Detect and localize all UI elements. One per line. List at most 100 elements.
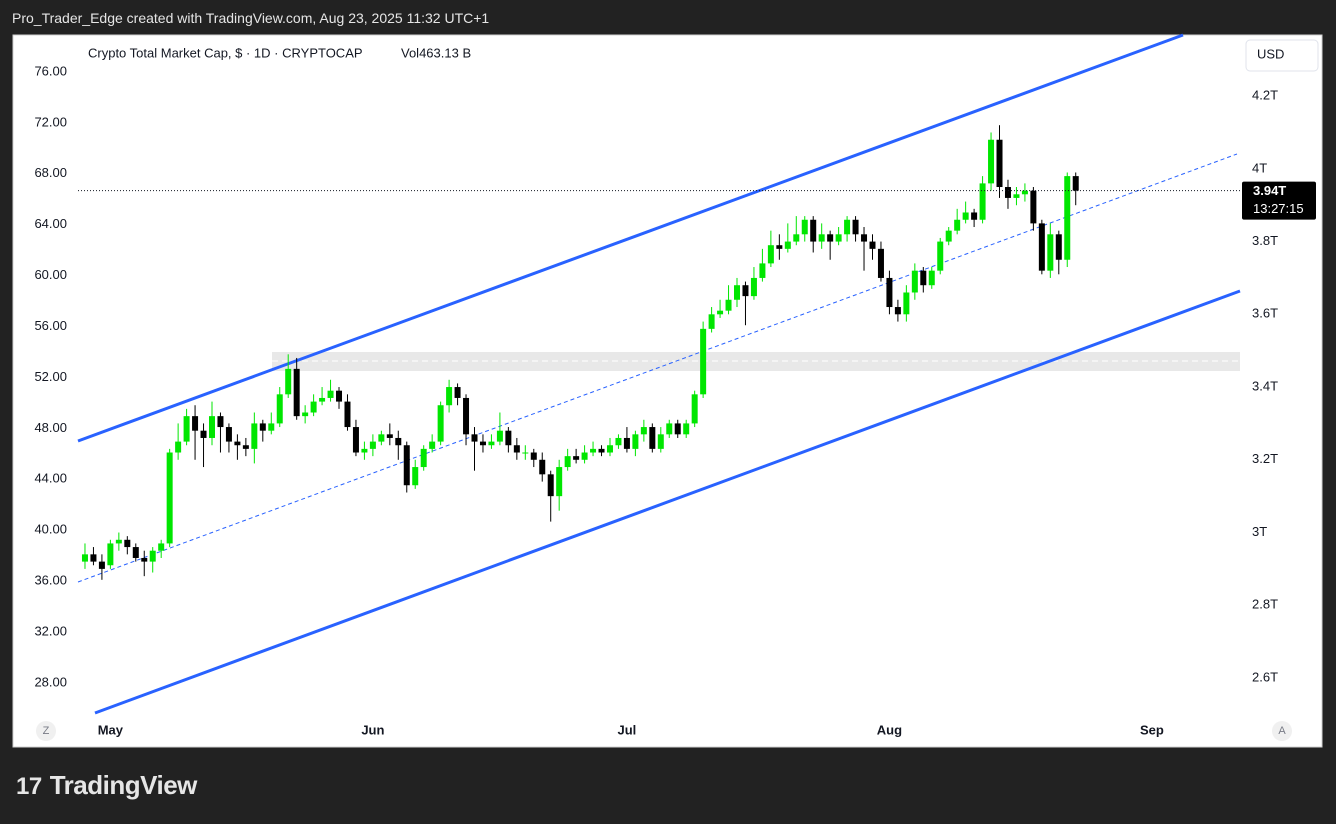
candle-body [598,448,605,453]
candle-body [285,368,292,395]
candle-body [192,416,199,431]
candle-body [988,139,995,184]
candle-body [911,270,918,293]
chart-panel [12,34,1323,748]
candle-body [1021,190,1028,195]
scale-button[interactable] [36,721,56,741]
candle-body [183,416,190,442]
candle-body [471,434,478,442]
x-tick-label: Jun [361,722,384,737]
candle-body [1030,190,1037,224]
candle-body [310,401,317,413]
candle-body [319,397,326,402]
candle-body [1064,176,1071,260]
candle-body [827,234,834,242]
candle-body [920,270,927,286]
y2-tick-label: 2.6T [1252,669,1278,684]
y-tick-label: 48.00 [34,420,67,435]
candle-body [276,394,283,424]
candle-body [336,390,343,402]
y-tick-label: 40.00 [34,522,67,537]
candle-body [352,427,359,453]
candle-body [107,543,114,566]
candle-body [996,139,1003,188]
currency-button[interactable] [1245,39,1319,72]
candle-body [81,554,88,562]
candle-body [683,423,690,435]
candle-body [242,445,249,449]
candle-body [750,277,757,297]
y2-tick-label: 4.2T [1252,88,1278,103]
candle-body [141,557,148,562]
last-price-box [1242,181,1316,220]
candle-body [1013,194,1020,198]
y-tick-label: 36.00 [34,573,67,588]
candle-body [217,416,224,428]
candle-body [852,219,859,235]
candle-body [962,212,969,220]
candle-body [835,234,842,242]
candle-body [488,441,495,446]
candle-body [1072,176,1079,191]
y2-tick-label: 3.4T [1252,378,1278,393]
candle-body [954,219,961,231]
brand: 17 TradingView [16,770,198,800]
last-price-label: 3.94T [1253,183,1286,198]
candle-body [691,394,698,424]
candle-body [395,437,402,446]
y-tick-label: 64.00 [34,216,67,231]
candle-body [208,416,215,438]
candle-body [479,441,486,446]
candle-body [522,452,529,454]
candle-body [234,441,241,446]
candle-body [1038,223,1045,271]
candle-body [666,423,673,435]
countdown: 13:27:15 [1253,201,1304,216]
candle-body [251,423,258,449]
header: Pro_Trader_Edge created with TradingView… [12,10,490,26]
candle-body [530,452,537,460]
candle-body [700,328,707,395]
candle-body [556,467,563,497]
candle-body [166,452,173,544]
candle-body [98,561,105,569]
scale-button[interactable] [1272,721,1292,741]
candle-body [971,212,978,220]
currency-label[interactable]: USD [1257,46,1284,61]
candle-body [420,448,427,468]
y-tick-label: 68.00 [34,165,67,180]
candle-body [810,219,817,242]
candle-body [259,423,266,431]
volume-label: Vol463.13 B [401,45,471,60]
scale-button-label[interactable]: Z [43,725,50,737]
x-tick-label: Aug [877,722,902,737]
candle-body [90,554,97,562]
y2-tick-label: 2.8T [1252,597,1278,612]
x-tick-label: May [98,722,124,737]
y-tick-label: 44.00 [34,471,67,486]
candle-body [615,437,622,446]
candle-body [734,285,741,300]
candle-body [877,248,884,278]
candle-body [776,245,783,249]
scale-button-label[interactable]: A [1278,725,1286,737]
candle-body [327,390,334,398]
candle-body [725,299,732,311]
candle-body [386,434,393,438]
brand-text: TradingView [49,770,198,800]
candle-body [496,430,503,442]
candle-body [640,427,647,435]
candle-body [378,434,385,442]
candle-body [115,539,122,544]
candle-body [861,234,868,242]
candle-body [1055,234,1062,260]
candle-body [1047,234,1054,271]
candle-body [1004,187,1011,198]
candle-body [149,550,156,562]
candle-body [886,277,893,308]
candle-body [581,452,588,460]
candle-body [674,423,681,435]
candle-body [124,539,131,548]
candle-body [657,434,664,449]
